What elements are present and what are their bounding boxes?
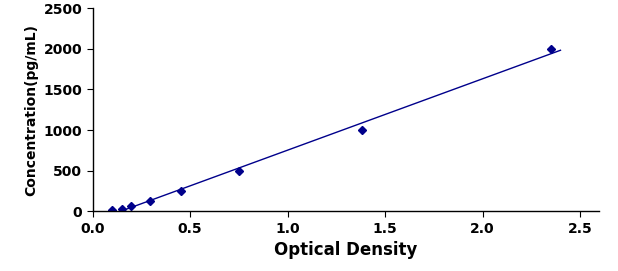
Y-axis label: Concentration(pg/mL): Concentration(pg/mL): [24, 24, 38, 196]
X-axis label: Optical Density: Optical Density: [274, 241, 418, 259]
